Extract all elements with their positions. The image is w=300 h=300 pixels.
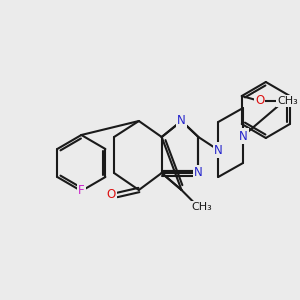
Text: N: N — [194, 167, 203, 179]
Text: O: O — [255, 94, 264, 107]
Text: CH₃: CH₃ — [191, 202, 212, 212]
Text: N: N — [177, 115, 186, 128]
Text: CH₃: CH₃ — [277, 96, 298, 106]
Text: O: O — [106, 188, 116, 202]
Text: N: N — [238, 130, 247, 142]
Text: N: N — [214, 143, 223, 157]
Text: F: F — [78, 184, 85, 197]
